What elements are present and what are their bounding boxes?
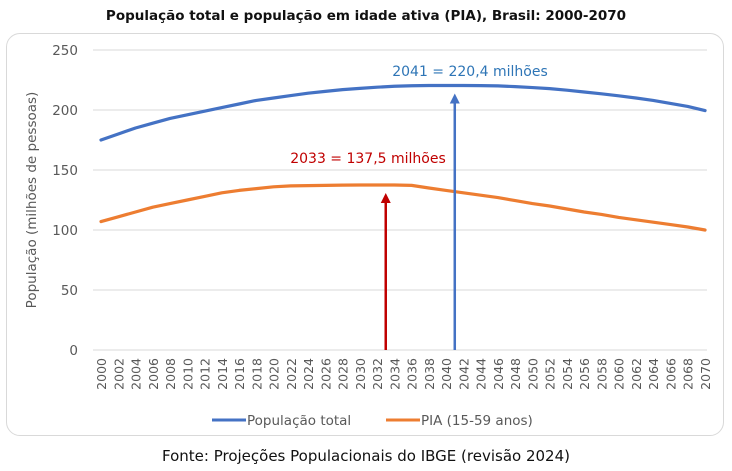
x-tick-label: 2062 (629, 358, 644, 390)
x-tick-label: 2020 (267, 358, 282, 390)
x-tick-label: 2044 (474, 358, 489, 390)
x-tick-label: 2038 (422, 358, 437, 390)
x-tick-label: 2016 (232, 358, 247, 390)
x-tick-label: 2018 (249, 358, 264, 390)
x-tick-label: 2066 (663, 358, 678, 390)
x-tick-label: 2030 (353, 358, 368, 390)
y-tick-label: 150 (52, 163, 78, 179)
arrow-head-icon (449, 93, 460, 104)
arrow-head-icon (380, 193, 391, 203)
legend-label: PIA (15-59 anos) (421, 413, 533, 429)
x-tick-label: 2060 (612, 358, 627, 390)
x-tick-label: 2028 (336, 358, 351, 390)
x-tick-label: 2064 (646, 358, 661, 390)
x-tick-label: 2040 (439, 358, 454, 390)
x-tick-label: 2058 (594, 358, 609, 390)
x-tick-label: 2034 (387, 358, 402, 390)
x-tick-label: 2022 (284, 358, 299, 390)
chart-frame (6, 33, 724, 436)
y-tick-label: 0 (69, 343, 78, 359)
annotation-label: 2033 = 137,5 milhões (290, 151, 446, 167)
x-tick-label: 2036 (405, 358, 420, 390)
x-tick-label: 2006 (146, 358, 161, 390)
x-tick-label: 2014 (215, 358, 230, 390)
x-tick-label: 2070 (698, 358, 713, 390)
x-tick-label: 2026 (318, 358, 333, 390)
y-tick-label: 200 (52, 103, 78, 119)
x-tick-label: 2056 (577, 358, 592, 390)
series-line (99, 183, 707, 232)
series-line (99, 83, 707, 142)
x-tick-label: 2004 (129, 358, 144, 390)
x-tick-label: 2052 (543, 358, 558, 390)
x-tick-label: 2008 (163, 358, 178, 390)
x-tick-label: 2042 (456, 358, 471, 390)
x-tick-label: 2046 (491, 358, 506, 390)
x-tick-label: 2050 (525, 358, 540, 390)
annotation-label: 2041 = 220,4 milhões (392, 64, 548, 80)
y-tick-label: 50 (61, 283, 78, 299)
legend-label: População total (247, 413, 351, 429)
y-tick-label: 250 (52, 43, 78, 59)
x-tick-label: 2024 (301, 358, 316, 390)
y-axis-label: População (milhões de pessoas) (24, 92, 40, 309)
x-tick-label: 2010 (180, 358, 195, 390)
y-tick-label: 100 (52, 223, 78, 239)
x-tick-label: 2002 (111, 358, 126, 390)
source-note: Fonte: Projeções Populacionais do IBGE (… (162, 447, 570, 465)
x-tick-label: 2054 (560, 358, 575, 390)
x-tick-label: 2068 (681, 358, 696, 390)
x-tick-label: 2032 (370, 358, 385, 390)
x-tick-label: 2000 (94, 358, 109, 390)
x-tick-label: 2012 (198, 358, 213, 390)
x-tick-label: 2048 (508, 358, 523, 390)
chart-title: População total e população em idade ati… (105, 8, 627, 24)
